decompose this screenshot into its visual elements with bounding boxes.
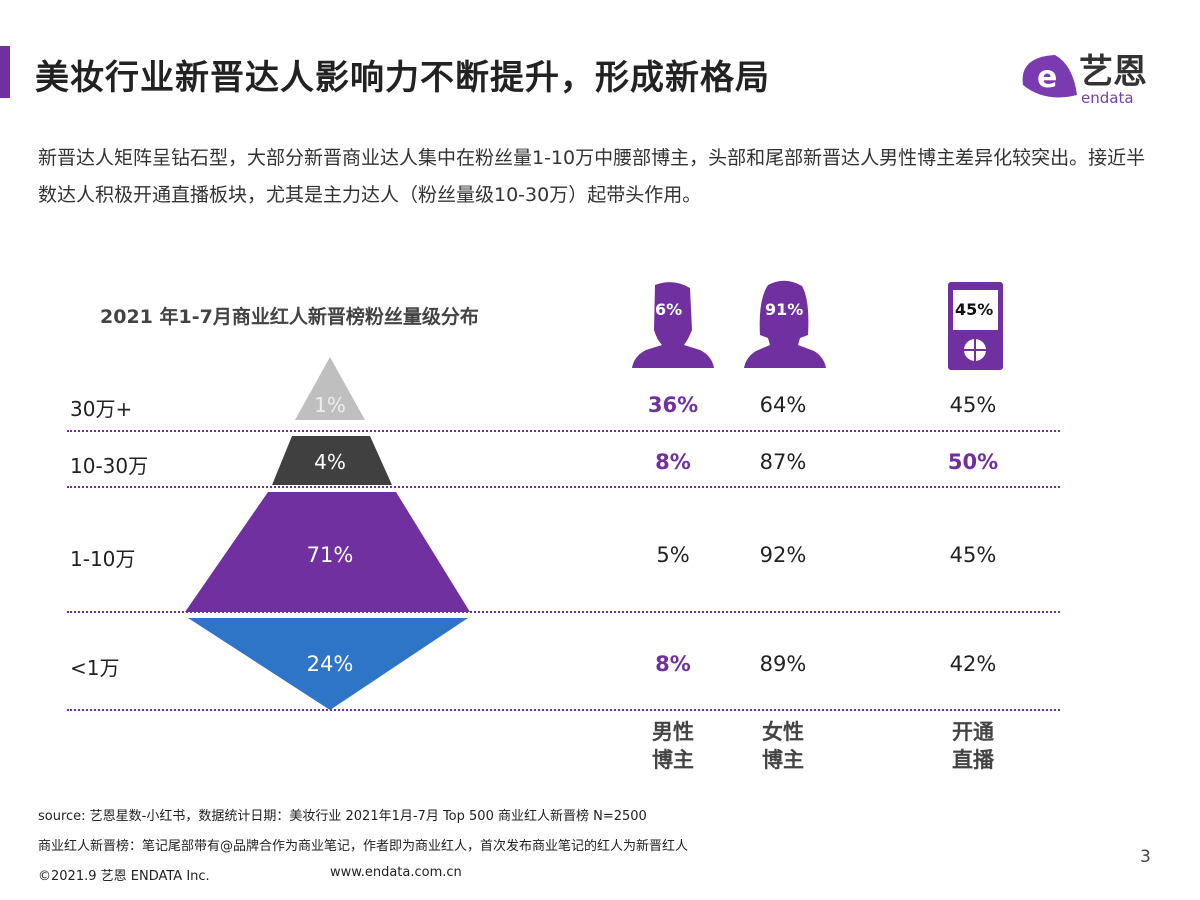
row-divider [67, 709, 1060, 711]
table-cell: 5% [656, 543, 690, 567]
female-avatar-icon [744, 280, 826, 368]
footer-note: 商业红人新晋榜：笔记尾部带有@品牌合作为商业笔记，作者即为商业红人，首次发布商业… [38, 839, 689, 854]
pyramid-label: 71% [306, 543, 354, 567]
pyramid-segment-second [272, 436, 392, 485]
male-avatar-icon [632, 282, 714, 368]
footer-source: source: 艺恩星数-小红书，数据统计日期：美妆行业 2021年1月-7月 … [38, 809, 647, 824]
pyramid-label: 4% [314, 450, 346, 474]
page-number: 3 [1140, 847, 1151, 867]
row-label: 30万+ [70, 397, 133, 421]
endata-logo: e 艺恩 endata [1022, 52, 1147, 107]
table-cell: 92% [759, 543, 807, 567]
svg-text:e: e [1037, 60, 1057, 95]
pyramid-segment-bottom [188, 618, 468, 710]
row-label: 1-10万 [70, 547, 136, 571]
table-cell: 8% [655, 652, 691, 676]
footer-copyright: ©2021.9 艺恩 ENDATA Inc. [38, 869, 210, 884]
column-label-female: 女性博主 [762, 720, 804, 772]
column-label-live: 开通 直播 [952, 720, 994, 772]
pyramid-label: 24% [306, 652, 354, 676]
male-icon-value: 6% [655, 300, 683, 319]
page-title: 美妆行业新晋达人影响力不断提升，形成新格局 [35, 58, 770, 98]
svg-text:endata: endata [1081, 89, 1134, 107]
table-cell: 64% [759, 393, 807, 417]
pyramid-segment-mid [185, 492, 470, 612]
chart-title: 2021 年1-7月商业红人新晋榜粉丝量级分布 [100, 306, 479, 328]
pyramid-label: 1% [314, 393, 346, 417]
table-cell: 50% [947, 450, 999, 474]
title-accent-bar [0, 46, 10, 98]
row-label: 10-30万 [70, 454, 149, 478]
pyramid-segment-top [295, 357, 365, 420]
table-cell: 8% [655, 450, 691, 474]
table-cell: 36% [647, 393, 699, 417]
row-divider [67, 486, 1060, 488]
row-label: <1万 [70, 656, 120, 680]
live-icon-value: 45% [955, 300, 994, 319]
column-label-male: 男性 博主 [652, 720, 694, 772]
phone-live-icon [948, 282, 1003, 370]
table-cell: 45% [949, 543, 997, 567]
table-cell: 87% [759, 450, 807, 474]
table-cell: 42% [949, 652, 997, 676]
row-divider [67, 611, 1060, 613]
intro-text: 新晋达人矩阵呈钻石型，大部分新晋商业达人集中在粉丝量1-10万中腰部博主，头部和… [38, 147, 1146, 206]
footer-url[interactable]: www.endata.com.cn [330, 865, 462, 880]
table-cell: 45% [949, 393, 997, 417]
female-icon-value: 91% [765, 300, 804, 319]
svg-text:艺恩: 艺恩 [1079, 52, 1147, 92]
table-cell: 89% [759, 652, 807, 676]
row-divider [67, 430, 1060, 432]
